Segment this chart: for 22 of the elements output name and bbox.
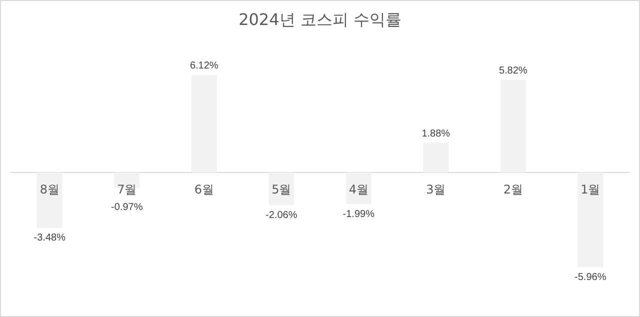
chart-title: 2024년 코스피 수익률 bbox=[238, 10, 402, 29]
bar bbox=[191, 74, 217, 172]
data-label: -1.99% bbox=[342, 208, 375, 220]
bar bbox=[578, 172, 604, 268]
data-label: 1.88% bbox=[422, 128, 450, 140]
bar bbox=[500, 80, 526, 172]
x-tick-label: 8월 bbox=[40, 182, 60, 197]
bar bbox=[36, 172, 62, 228]
x-tick-label: 1월 bbox=[580, 182, 600, 197]
x-tick-label: 6월 bbox=[194, 182, 214, 197]
x-tick-label: 7월 bbox=[117, 182, 137, 197]
data-label: 5.82% bbox=[498, 66, 528, 77]
x-tick-label: 4월 bbox=[348, 182, 368, 197]
x-tick-label: 2월 bbox=[503, 182, 523, 197]
x-tick-label: 5월 bbox=[272, 182, 292, 197]
data-label: -5.96% bbox=[574, 272, 606, 284]
data-label: -0.97% bbox=[111, 202, 143, 214]
data-label: 6.12% bbox=[190, 60, 218, 72]
bar bbox=[423, 142, 449, 172]
data-label: -3.48% bbox=[34, 232, 66, 244]
data-label: -2.06% bbox=[266, 210, 298, 222]
x-tick-label: 3월 bbox=[426, 182, 446, 197]
